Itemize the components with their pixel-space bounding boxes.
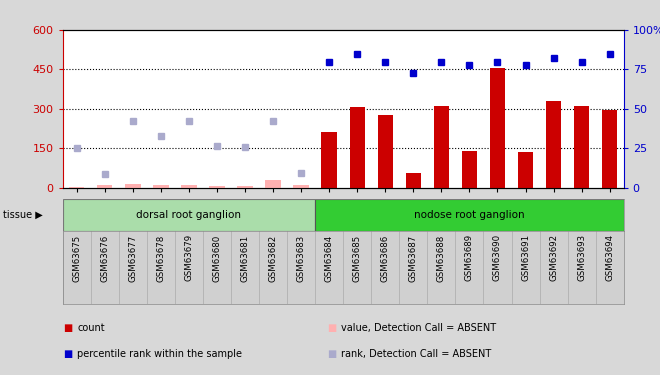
Text: count: count <box>77 323 105 333</box>
Text: GSM63683: GSM63683 <box>296 234 306 282</box>
Text: GSM63687: GSM63687 <box>409 234 418 282</box>
Bar <box>294 185 309 188</box>
Bar <box>462 151 477 188</box>
Text: GSM63682: GSM63682 <box>269 234 278 282</box>
Bar <box>182 185 197 188</box>
Text: ■: ■ <box>327 323 336 333</box>
Bar <box>378 116 393 188</box>
Text: GSM63685: GSM63685 <box>352 234 362 282</box>
Bar <box>209 186 224 188</box>
Bar <box>125 184 141 188</box>
Bar <box>406 173 421 188</box>
Text: percentile rank within the sample: percentile rank within the sample <box>77 350 242 359</box>
Text: ■: ■ <box>327 350 336 359</box>
Text: GSM63689: GSM63689 <box>465 234 474 281</box>
Text: GSM63679: GSM63679 <box>184 234 193 281</box>
Text: rank, Detection Call = ABSENT: rank, Detection Call = ABSENT <box>341 350 492 359</box>
Bar <box>602 110 617 188</box>
Bar <box>315 199 624 231</box>
Text: GSM63693: GSM63693 <box>577 234 586 281</box>
Text: GSM63691: GSM63691 <box>521 234 530 281</box>
Text: GSM63678: GSM63678 <box>156 234 166 282</box>
Bar <box>321 132 337 188</box>
Text: nodose root ganglion: nodose root ganglion <box>414 210 525 220</box>
Text: GSM63681: GSM63681 <box>240 234 249 282</box>
Bar <box>434 106 449 188</box>
Bar <box>518 152 533 188</box>
Text: GSM63694: GSM63694 <box>605 234 614 281</box>
Bar <box>63 199 315 231</box>
Text: GSM63676: GSM63676 <box>100 234 110 282</box>
Text: ■: ■ <box>63 323 72 333</box>
Text: GSM63680: GSM63680 <box>213 234 222 282</box>
Text: GSM63690: GSM63690 <box>493 234 502 281</box>
Bar <box>238 186 253 188</box>
Text: value, Detection Call = ABSENT: value, Detection Call = ABSENT <box>341 323 496 333</box>
Bar <box>69 187 84 188</box>
Bar <box>546 101 561 188</box>
Bar <box>265 180 280 188</box>
Text: GSM63688: GSM63688 <box>437 234 446 282</box>
Text: GSM63684: GSM63684 <box>325 234 334 282</box>
Bar <box>97 185 112 188</box>
Text: dorsal root ganglion: dorsal root ganglion <box>137 210 242 220</box>
Text: GSM63692: GSM63692 <box>549 234 558 281</box>
Bar <box>490 68 505 188</box>
Text: GSM63675: GSM63675 <box>72 234 81 282</box>
Text: GSM63686: GSM63686 <box>381 234 390 282</box>
Bar <box>153 185 168 188</box>
Text: ■: ■ <box>63 350 72 359</box>
Text: GSM63677: GSM63677 <box>128 234 137 282</box>
Bar <box>350 107 365 188</box>
Bar <box>574 106 589 188</box>
Text: tissue ▶: tissue ▶ <box>3 210 43 220</box>
